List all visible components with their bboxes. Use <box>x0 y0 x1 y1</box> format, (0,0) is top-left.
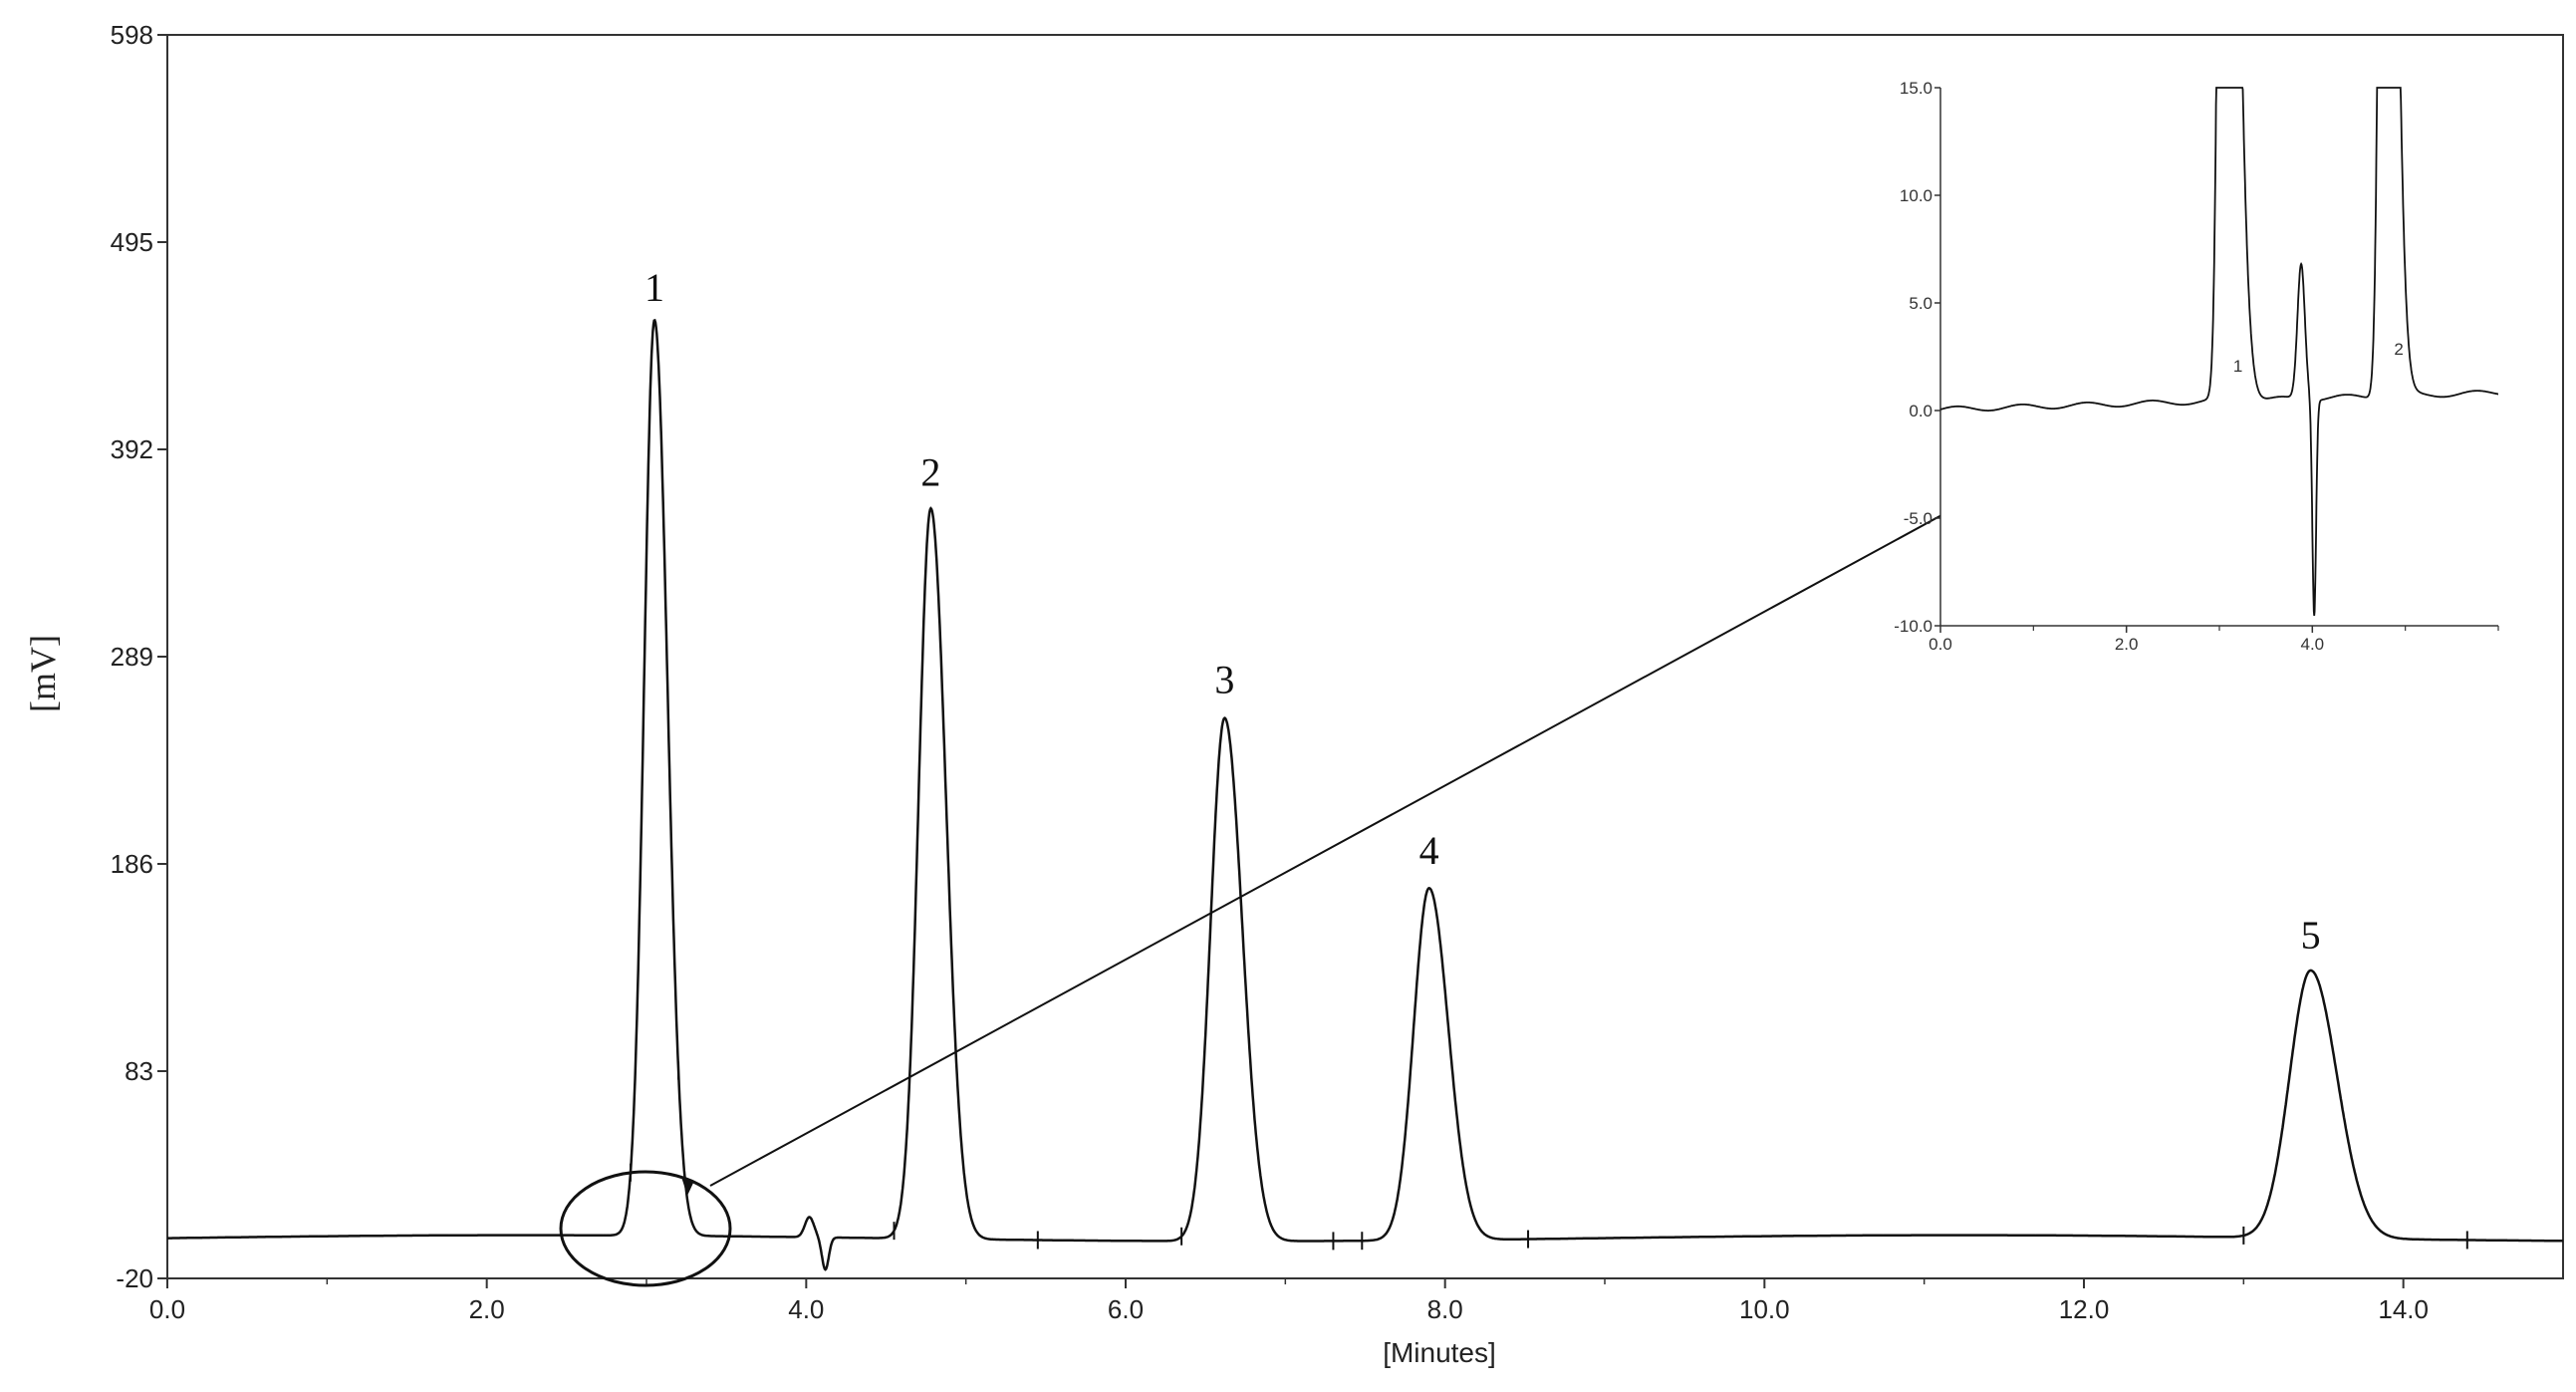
x-tick-label: 6.0 <box>1108 1294 1144 1324</box>
main-plot-frame <box>166 34 2564 1279</box>
x-tick-label: 8.0 <box>1427 1294 1463 1324</box>
inset-peak-marker: 2 <box>2394 340 2403 359</box>
peak-label-4: 4 <box>1419 828 1439 873</box>
x-tick-label: 4.0 <box>788 1294 824 1324</box>
y-tick-label: -20 <box>116 1263 153 1293</box>
y-tick-label: 289 <box>111 642 153 672</box>
x-axis-title: [Minutes] <box>1383 1337 1496 1368</box>
chromatogram-trace <box>167 318 2563 1271</box>
inset-x-tick-label: 0.0 <box>1929 635 1952 654</box>
y-tick-label: 598 <box>111 20 153 50</box>
zoom-arrow-tail-head <box>681 1177 694 1196</box>
inset-zoom-chart: -10.0-5.00.05.010.015.00.0 2.0 4.0 12 <box>1894 79 2499 654</box>
zoom-region-circle <box>559 1170 732 1287</box>
chromatogram-line <box>167 318 2563 1271</box>
peak-label-1: 1 <box>644 265 664 310</box>
x-tick-label: 0.0 <box>149 1294 185 1324</box>
y-tick-label: 186 <box>111 849 153 879</box>
main-axis-ticks: 0.0 2.0 4.0 6.0 8.0 10.0 12.0 14.0-208318628939… <box>111 20 2429 1324</box>
inset-trace: 12 <box>1939 87 2498 616</box>
y-tick-label: 392 <box>111 434 153 464</box>
inset-background <box>1940 88 2498 626</box>
x-tick-label: 12.0 <box>2059 1294 2110 1324</box>
peak-labels: 1 2 3 4 5 <box>644 265 2321 958</box>
peak-label-3: 3 <box>1214 658 1234 702</box>
inset-chromatogram-line <box>1939 87 2498 616</box>
y-tick-label: 495 <box>111 227 153 257</box>
x-tick-label: 14.0 <box>2378 1294 2429 1324</box>
peak-label-2: 2 <box>920 450 940 495</box>
inset-x-tick-label: 4.0 <box>2301 635 2325 654</box>
x-tick-label: 2.0 <box>469 1294 505 1324</box>
inset-y-tick-label: 15.0 <box>1900 79 1932 98</box>
x-tick-label: 10.0 <box>1739 1294 1790 1324</box>
inset-y-tick-label: 10.0 <box>1900 186 1932 205</box>
zoom-arrow-line <box>709 421 2113 1187</box>
inset-peak-marker: 1 <box>2233 357 2242 376</box>
inset-y-tick-label: 0.0 <box>1909 402 1932 420</box>
peak-label-5: 5 <box>2301 913 2321 958</box>
inset-x-tick-label: 2.0 <box>2115 635 2139 654</box>
inset-y-tick-label: 5.0 <box>1909 294 1932 313</box>
inset-y-tick-label: -5.0 <box>1904 509 1932 528</box>
y-tick-label: 83 <box>125 1056 153 1086</box>
y-axis-title: [mV] <box>23 635 63 712</box>
inset-y-tick-label: -10.0 <box>1894 617 1932 636</box>
inset-axis-ticks: -10.0 -5.0 0.0 5.0 10.0 15.0 0.0 2.0 4.0 <box>1894 79 2499 654</box>
